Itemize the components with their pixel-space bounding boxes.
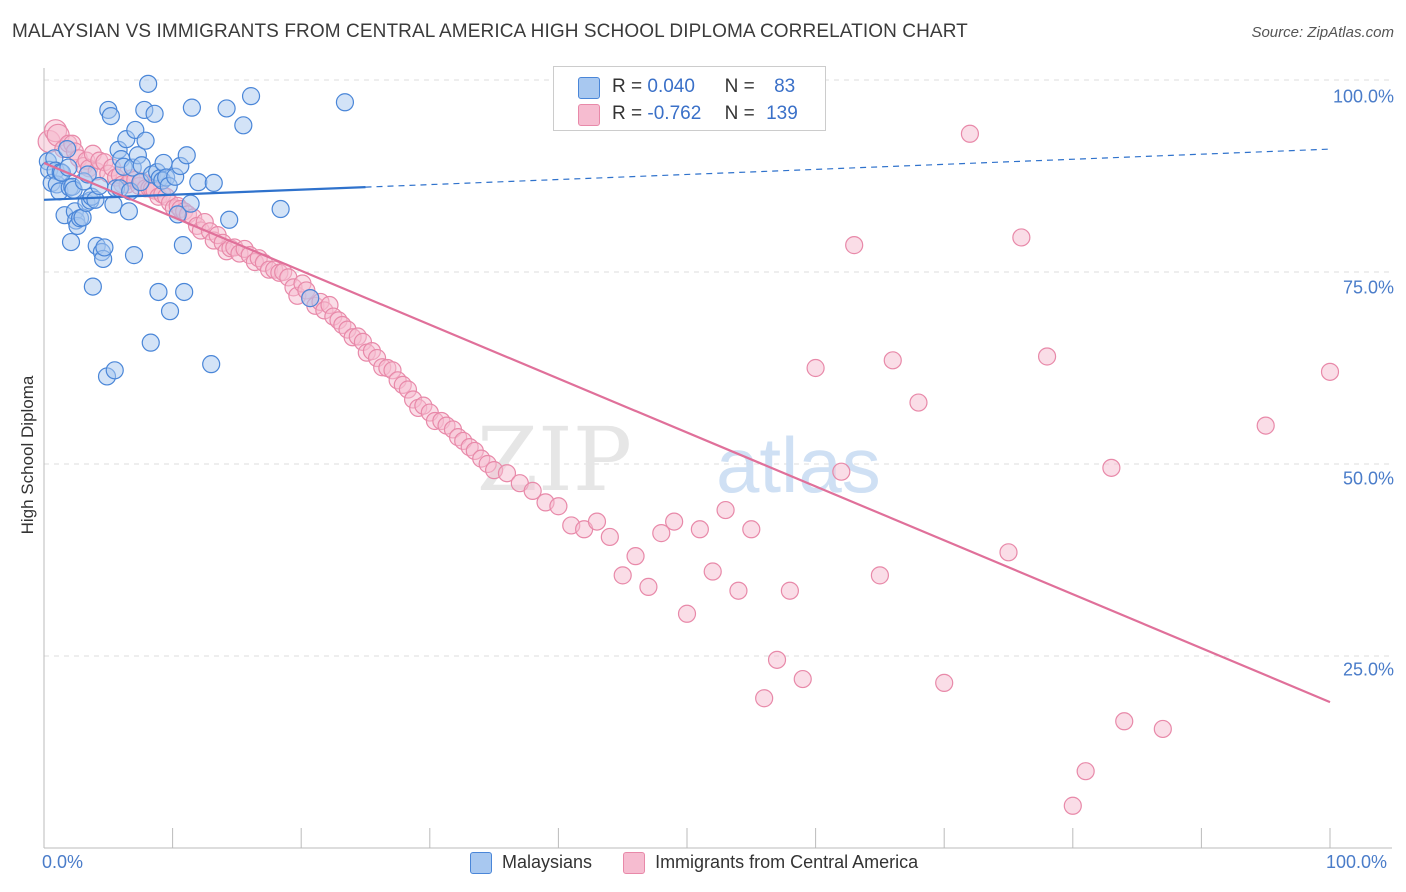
watermark: ZIP atlas	[477, 408, 881, 511]
trend-malaysians-dashed	[365, 148, 1331, 188]
point-immigrants	[1153, 719, 1172, 739]
source-credit: Source: ZipAtlas.com	[1251, 24, 1394, 41]
point-malaysians	[83, 277, 102, 296]
point-immigrants	[613, 566, 632, 585]
point-malaysians	[189, 173, 208, 192]
point-immigrants	[845, 236, 864, 255]
legend-item-malaysians: Malaysians	[470, 852, 592, 875]
point-malaysians	[182, 98, 201, 117]
point-malaysians	[101, 106, 120, 126]
point-malaysians	[204, 173, 223, 193]
trend-lines	[43, 148, 1331, 704]
point-immigrants	[587, 512, 607, 531]
point-malaysians	[202, 355, 221, 374]
point-immigrants	[870, 566, 890, 585]
point-immigrants	[960, 124, 980, 143]
point-malaysians	[105, 361, 124, 380]
point-immigrants	[935, 673, 954, 692]
point-malaysians	[177, 146, 196, 165]
point-immigrants	[716, 500, 735, 520]
legend-row-malaysians: R = 0.040 N = 83	[612, 76, 796, 97]
x-tick-min: 0.0%	[42, 852, 84, 872]
point-malaysians	[145, 104, 164, 123]
point-malaysians	[234, 116, 253, 135]
point-malaysians	[217, 99, 236, 118]
point-immigrants	[703, 562, 722, 581]
point-immigrants	[1076, 762, 1095, 781]
point-immigrants	[999, 543, 1018, 562]
point-malaysians	[160, 302, 180, 321]
point-immigrants	[883, 351, 902, 370]
point-immigrants	[652, 524, 671, 543]
point-immigrants	[742, 520, 761, 539]
point-malaysians	[173, 236, 192, 255]
point-immigrants	[780, 581, 799, 600]
point-malaysians	[119, 202, 138, 221]
point-immigrants	[1256, 416, 1275, 435]
point-malaysians	[61, 232, 81, 252]
legend-swatch-pink	[578, 104, 600, 126]
point-immigrants	[665, 512, 684, 531]
point-immigrants	[690, 520, 709, 539]
legend-row-immigrants: R = -0.762 N = 139	[612, 103, 798, 124]
series-legend: Malaysians Immigrants from Central Ameri…	[470, 852, 944, 875]
legend-swatch-immigrants	[623, 852, 646, 875]
watermark-atlas: atlas	[716, 421, 881, 509]
point-immigrants	[1115, 712, 1134, 731]
y-tick-75: 75.0%	[1342, 277, 1394, 298]
point-immigrants	[677, 604, 697, 623]
point-malaysians	[139, 74, 158, 93]
chart-title: MALAYSIAN VS IMMIGRANTS FROM CENTRAL AME…	[12, 21, 968, 42]
point-immigrants	[1063, 796, 1082, 815]
point-malaysians	[104, 195, 123, 214]
trend-immigrants	[43, 161, 1331, 704]
point-immigrants	[729, 581, 748, 600]
watermark-zip: ZIP	[477, 408, 632, 511]
point-immigrants	[1320, 362, 1340, 381]
point-malaysians	[95, 238, 114, 257]
point-immigrants	[1037, 347, 1057, 366]
point-malaysians	[241, 87, 261, 106]
point-malaysians	[124, 246, 144, 265]
point-immigrants	[909, 393, 928, 412]
y-tick-25: 25.0%	[1342, 659, 1394, 680]
point-malaysians	[301, 289, 320, 308]
point-immigrants	[806, 358, 825, 378]
point-malaysians	[141, 333, 160, 352]
axes	[43, 68, 1392, 849]
y-tick-50: 50.0%	[1342, 468, 1394, 489]
point-immigrants	[523, 481, 542, 500]
point-malaysians	[220, 210, 239, 229]
point-malaysians	[181, 194, 200, 213]
point-immigrants	[549, 497, 568, 516]
point-malaysians	[335, 93, 355, 112]
point-immigrants	[767, 650, 787, 669]
trend-malaysians-solid	[43, 186, 366, 201]
point-malaysians	[136, 131, 155, 150]
point-malaysians	[149, 282, 168, 302]
point-immigrants	[639, 577, 658, 596]
point-immigrants	[1102, 458, 1121, 477]
point-immigrants	[755, 689, 774, 708]
point-malaysians	[271, 199, 290, 219]
point-malaysians	[175, 282, 194, 302]
stats-legend: R = 0.040 N = 83 R = -0.762 N = 139	[553, 66, 826, 131]
point-malaysians	[58, 140, 77, 159]
point-immigrants	[1012, 228, 1031, 247]
point-immigrants	[497, 464, 517, 483]
legend-swatch-malaysians	[470, 852, 492, 875]
point-immigrants	[793, 669, 812, 689]
point-immigrants	[832, 462, 851, 481]
malaysians-points	[38, 74, 355, 386]
legend-swatch-blue	[578, 77, 600, 99]
point-immigrants	[626, 547, 645, 566]
point-immigrants	[600, 527, 619, 547]
legend-item-immigrants: Immigrants from Central America	[623, 852, 918, 875]
y-tick-100: 100.0%	[1332, 86, 1394, 107]
x-tick-max: 100.0%	[1326, 852, 1388, 872]
